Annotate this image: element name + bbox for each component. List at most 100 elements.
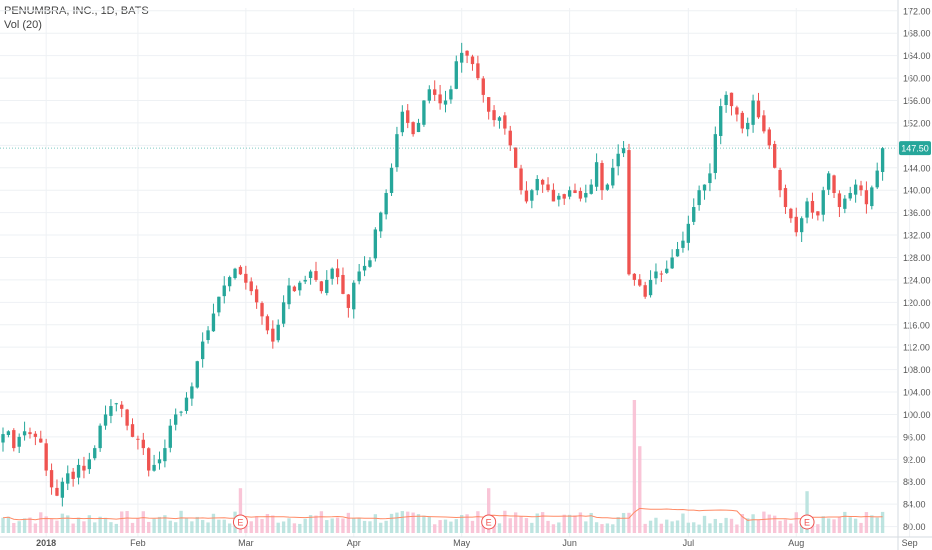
volume-bar: [783, 519, 788, 533]
candle-body: [341, 274, 345, 294]
candle-body: [584, 193, 588, 198]
candle-body: [87, 459, 92, 470]
volume-bar: [562, 514, 566, 533]
volume-bar: [287, 518, 291, 533]
candle-body: [179, 411, 183, 413]
candle-body: [551, 189, 556, 202]
candle-body: [460, 52, 464, 63]
candle-body: [740, 112, 744, 129]
volume-bar: [632, 400, 637, 533]
candle-body: [400, 111, 405, 133]
volume-bar: [249, 521, 253, 533]
volume-bar: [227, 523, 232, 533]
candle-body: [686, 223, 691, 243]
candle-body: [227, 277, 232, 287]
y-tick-label: 116.00: [903, 320, 930, 330]
candle-body: [519, 168, 523, 191]
y-tick-label: 112.00: [903, 343, 930, 353]
candle-body: [292, 286, 297, 292]
candle-body: [470, 56, 475, 65]
candle-body: [276, 324, 280, 341]
candle-body: [735, 107, 739, 115]
candle-body: [557, 195, 561, 200]
candle-body: [751, 100, 755, 125]
earnings-marker[interactable]: [481, 514, 497, 530]
candle-body: [756, 100, 761, 118]
volume-bar: [476, 511, 480, 533]
candle-body: [692, 207, 696, 222]
volume-bar: [681, 513, 685, 533]
candle-body: [816, 211, 820, 216]
volume-bar: [368, 521, 372, 533]
y-tick-label: 136.00: [903, 208, 931, 218]
candle-body: [352, 282, 356, 310]
volume-bar: [454, 519, 458, 533]
candle-body: [22, 431, 27, 436]
earnings-marker-label: E: [237, 518, 243, 528]
candle-body: [33, 433, 38, 437]
volume-bar: [98, 516, 102, 533]
candle-body: [93, 448, 97, 459]
volume-bar: [654, 517, 658, 533]
volume-bar: [265, 513, 270, 533]
candle-body: [443, 100, 448, 105]
volume-bar: [524, 518, 529, 533]
earnings-marker[interactable]: [799, 514, 815, 530]
volume-bar: [724, 517, 728, 533]
volume-bar: [76, 517, 81, 533]
candle-body: [319, 281, 324, 292]
volume-bar: [508, 518, 512, 533]
volume-bar: [859, 522, 863, 533]
candle-body: [773, 144, 777, 168]
volume-bar: [427, 516, 431, 533]
volume-bar: [55, 520, 59, 533]
candle-body: [524, 190, 529, 202]
candle-body: [540, 179, 545, 185]
candle-body: [573, 190, 577, 194]
volume-bar: [513, 512, 518, 533]
volume-bar: [799, 523, 804, 533]
candle-body: [594, 162, 599, 187]
candle-body: [411, 122, 415, 135]
volume-bar: [686, 522, 691, 533]
y-tick-label: 144.00: [903, 163, 931, 173]
volume-bar: [406, 511, 410, 533]
earnings-marker[interactable]: [232, 514, 248, 530]
volume-bar: [675, 520, 680, 533]
candle-body: [875, 170, 879, 188]
volume-bar: [659, 523, 664, 533]
candle-body: [303, 279, 307, 282]
candle-body: [697, 190, 701, 206]
candle-body: [152, 464, 156, 471]
volume-bar: [174, 522, 178, 533]
volume-bar: [535, 513, 539, 533]
volume-bar: [44, 516, 48, 533]
candle-body: [379, 212, 383, 232]
candle-body: [670, 257, 674, 269]
candle-body: [206, 330, 210, 341]
volume-bar: [600, 524, 604, 533]
volume-bar: [22, 518, 27, 533]
candle-body: [789, 208, 793, 219]
volume-bar: [805, 491, 809, 533]
volume-bar: [567, 514, 572, 533]
volume-bar: [384, 520, 388, 533]
candle-body: [567, 190, 572, 197]
candle-body: [217, 296, 221, 313]
candle-body: [616, 153, 620, 167]
candle-body: [271, 328, 275, 342]
candle-body: [174, 414, 178, 425]
y-tick-label: 140.00: [903, 186, 931, 196]
volume-bar: [195, 516, 199, 533]
candle-body: [724, 94, 728, 106]
volume-bar: [103, 517, 108, 533]
candle-body: [141, 439, 145, 449]
volume-bar: [71, 523, 75, 533]
volume-bar: [486, 488, 491, 533]
candle-body: [406, 110, 410, 123]
candle-body: [260, 303, 264, 317]
volume-bar: [578, 512, 583, 533]
volume-bar: [357, 518, 361, 533]
candle-body: [832, 175, 836, 194]
